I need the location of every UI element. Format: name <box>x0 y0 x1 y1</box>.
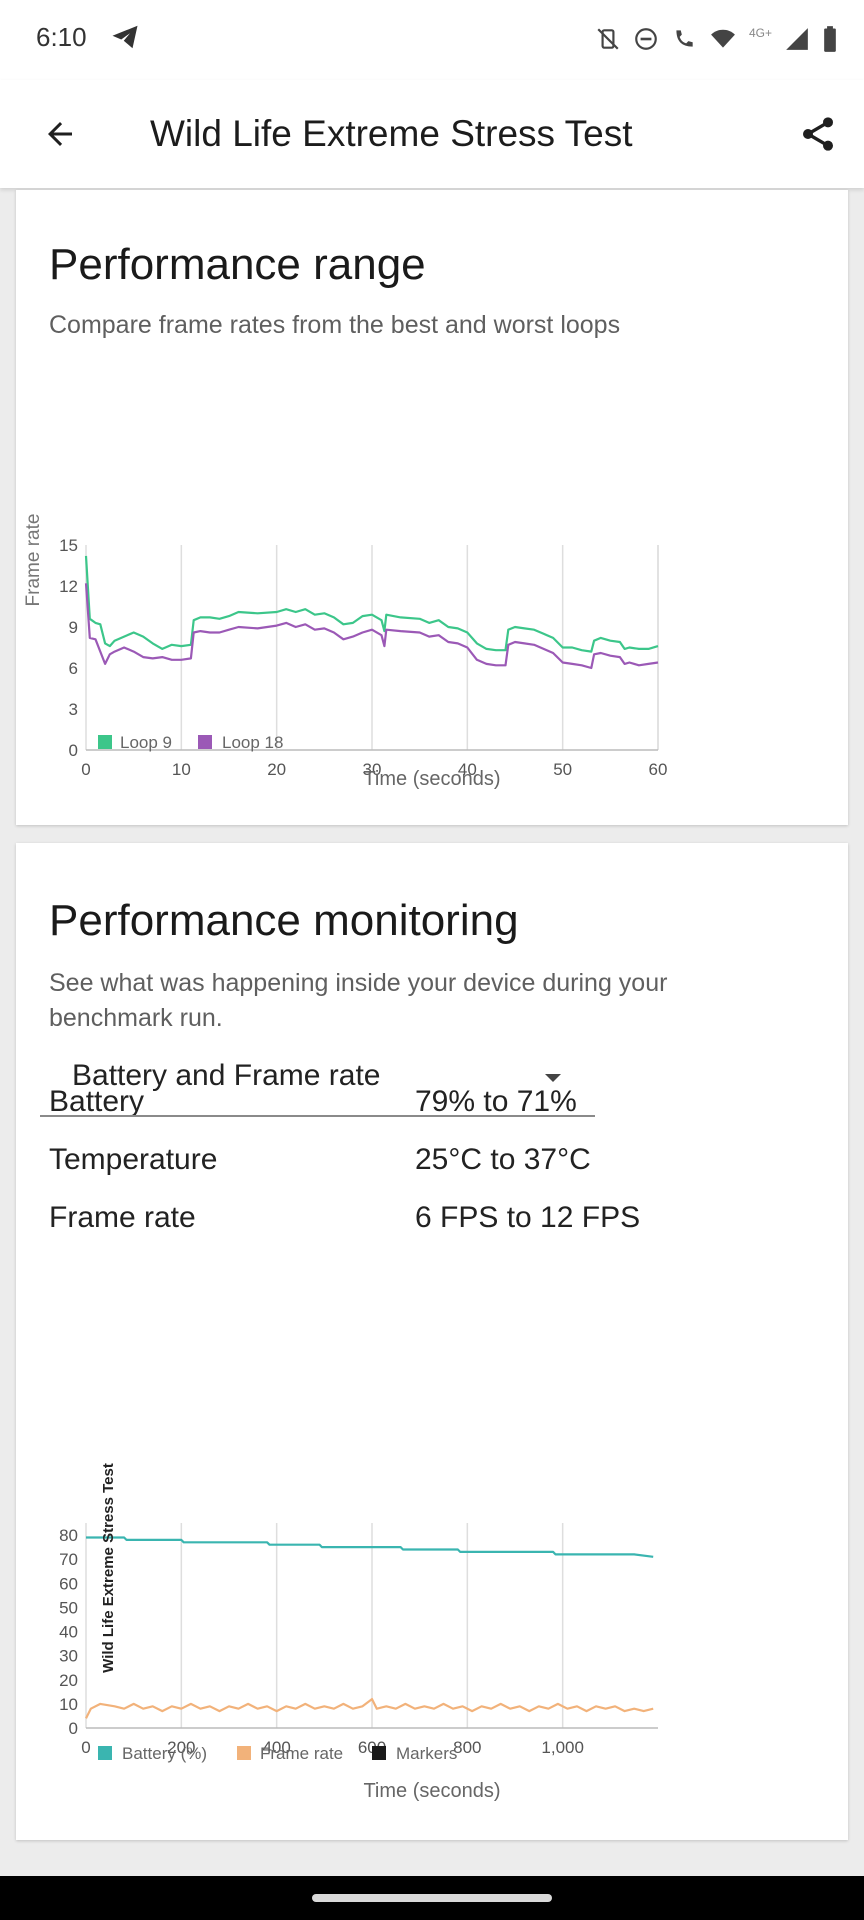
x-tick-label: 0 <box>81 760 90 779</box>
legend-label-battery: Battery (%) <box>122 1744 207 1763</box>
battery-icon <box>822 25 838 53</box>
wifi-calling-icon <box>671 26 697 52</box>
status-bar: 6:10 4G+ <box>0 0 864 80</box>
metric-value: 79% to 71% <box>415 1085 577 1118</box>
y-tick-label: 15 <box>59 536 78 555</box>
series-line-loop-9 <box>84 555 659 653</box>
legend-label-loop-18: Loop 18 <box>222 733 283 752</box>
navigation-bar <box>0 1876 864 1920</box>
x-tick-label: 50 <box>553 760 572 779</box>
y-tick-label: 10 <box>59 1695 78 1714</box>
chart-type-dropdown[interactable]: Battery and Frame rate <box>40 1045 595 1117</box>
arrow-back-icon <box>48 122 72 146</box>
y-tick-label: 60 <box>59 1574 78 1593</box>
app-bar: Wild Life Extreme Stress Test <box>0 80 864 188</box>
performance-monitoring-subtitle: See what was happening inside your devic… <box>49 966 667 1036</box>
legend-swatch-frame-rate <box>237 1746 251 1760</box>
home-handle[interactable] <box>312 1894 552 1902</box>
network-type: 4G+ <box>748 26 772 40</box>
series-line-loop-18 <box>84 583 659 670</box>
performance-range-card: Performance range Compare frame rates fr… <box>16 190 848 825</box>
y-tick-label: 80 <box>59 1526 78 1545</box>
performance-monitoring-title: Performance monitoring <box>49 896 519 945</box>
page-title: Wild Life Extreme Stress Test <box>150 113 633 154</box>
legend-swatch-battery <box>98 1746 112 1760</box>
legend-label-loop-9: Loop 9 <box>120 733 172 752</box>
status-time: 6:10 <box>36 22 87 52</box>
wifi-icon <box>709 26 737 52</box>
series-line-battery <box>86 1536 654 1558</box>
dropdown-selected-value: Battery and Frame rate <box>72 1059 381 1092</box>
metric-value: 6 FPS to 12 FPS <box>415 1201 641 1234</box>
metric-label: Temperature <box>49 1143 218 1176</box>
y-tick-label: 30 <box>59 1647 78 1666</box>
y-tick-label: 50 <box>59 1598 78 1617</box>
y-tick-label: 6 <box>69 659 78 678</box>
performance-range-title: Performance range <box>49 240 426 289</box>
legend-label-frame-rate: Frame rate <box>260 1744 343 1763</box>
y-tick-label: 3 <box>69 700 78 719</box>
x-axis-label: Time (seconds) <box>363 1780 500 1802</box>
y-tick-label: 40 <box>59 1623 78 1642</box>
metric-label: Frame rate <box>49 1201 196 1234</box>
y-axis-label: Wild Life Extreme Stress Test <box>100 1463 117 1673</box>
y-axis-label: Frame rate <box>23 514 44 607</box>
x-tick-label: 20 <box>267 760 286 779</box>
y-tick-label: 0 <box>69 1719 78 1738</box>
series-line-frame-rate <box>85 1698 654 1719</box>
y-tick-label: 20 <box>59 1671 78 1690</box>
legend: Battery (%) Frame rate Markers <box>98 1744 457 1763</box>
do-not-disturb-icon <box>633 26 659 52</box>
telegram-icon <box>110 22 142 54</box>
subtitle-line-1: See what was happening inside your devic… <box>49 969 668 997</box>
x-tick-label: 400 <box>262 1738 290 1757</box>
x-tick-label: 0 <box>81 1738 90 1757</box>
share-button[interactable] <box>790 106 846 162</box>
y-tick-label: 9 <box>69 618 78 637</box>
legend-swatch-markers <box>372 1746 386 1760</box>
dropdown-arrow-icon <box>543 1071 563 1089</box>
subtitle-line-2: benchmark run. <box>49 1004 223 1032</box>
x-tick-label: 800 <box>453 1738 481 1757</box>
y-tick-label: 0 <box>69 741 78 760</box>
legend-swatch-loop-18 <box>198 735 212 749</box>
x-axis-label: Time (seconds) <box>363 768 500 790</box>
y-tick-label: 12 <box>59 577 78 596</box>
legend-label-markers: Markers <box>396 1744 457 1763</box>
performance-range-chart: 0 3 6 9 12 15 0 10 20 30 40 50 60 Frame rate Loop 9… <box>23 514 668 790</box>
legend-swatch-loop-9 <box>98 735 112 749</box>
x-tick-label: 30 <box>363 760 382 779</box>
x-tick-label: 40 <box>458 760 477 779</box>
metric-label: Battery <box>49 1085 145 1118</box>
status-icons: 4G+ <box>595 22 838 56</box>
back-button[interactable] <box>32 106 88 162</box>
metric-value: 25°C to 37°C <box>415 1143 591 1176</box>
x-tick-label: 10 <box>172 760 191 779</box>
x-tick-label: 1,000 <box>541 1738 584 1757</box>
signal-icon <box>784 26 810 52</box>
x-tick-label: 200 <box>167 1738 195 1757</box>
legend: Loop 9 Loop 18 <box>98 733 283 752</box>
y-tick-label: 70 <box>59 1550 78 1569</box>
performance-monitoring-card: Performance monitoring See what was happ… <box>16 843 848 1840</box>
vibrate-off-icon <box>595 26 621 52</box>
x-tick-label: 60 <box>649 760 668 779</box>
performance-range-subtitle: Compare frame rates from the best and wo… <box>49 311 621 339</box>
share-icon <box>803 117 833 151</box>
